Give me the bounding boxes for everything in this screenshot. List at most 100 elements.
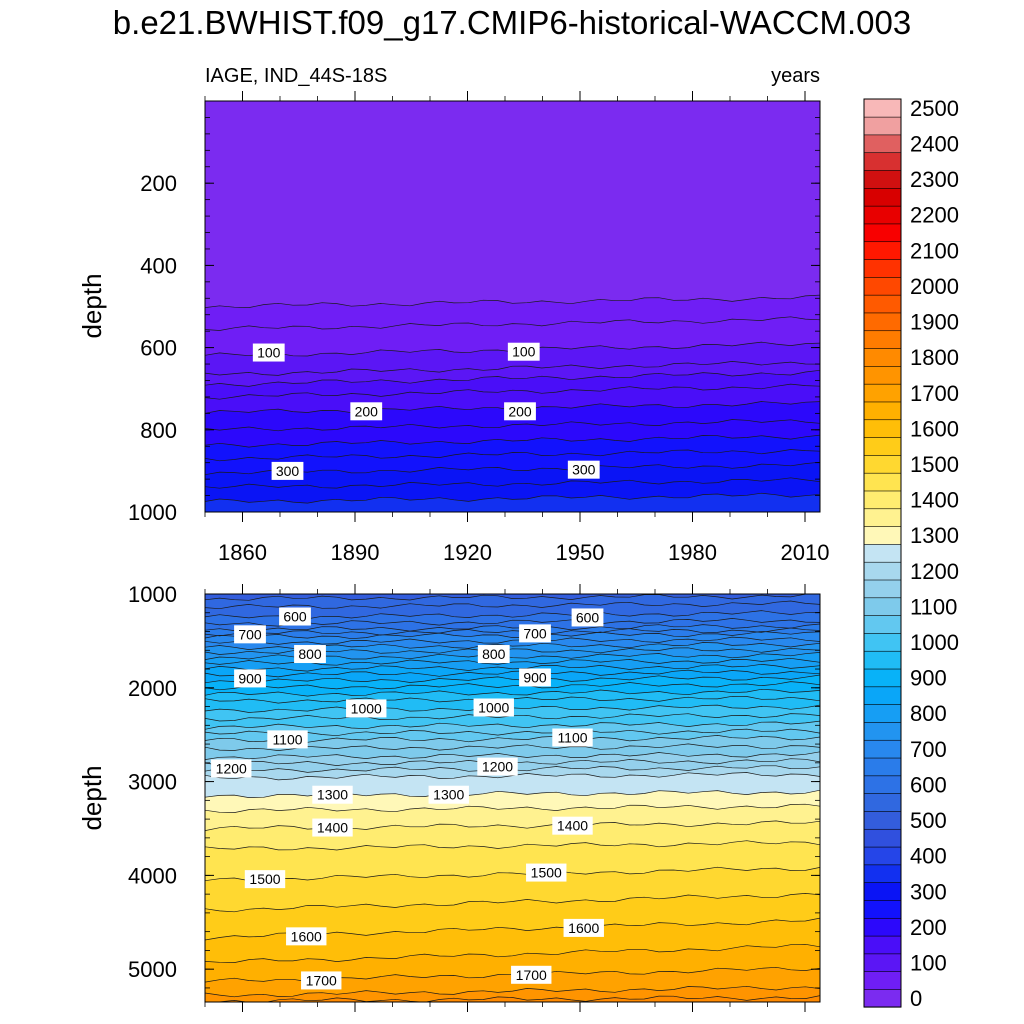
colorbar-swatch [863, 686, 902, 705]
colorbar-swatch [863, 828, 902, 848]
lower-contour-line [205, 630, 820, 640]
contour-label-box [477, 757, 518, 776]
contour-label-text: 300 [572, 462, 596, 478]
lower-contour-label: 1100 [267, 730, 308, 749]
colorbar-swatch [863, 330, 902, 349]
chart-title: b.e21.BWHIST.f09_g17.CMIP6-historical-WA… [112, 4, 912, 41]
x-tick-label: 1980 [668, 540, 717, 565]
contour-label-text: 1300 [317, 787, 348, 803]
colorbar-swatch [863, 365, 902, 385]
colorbar-swatch [863, 187, 902, 207]
contour-label-text: 900 [523, 669, 547, 685]
upper-plot-frame [204, 100, 821, 513]
colorbar-swatch [863, 383, 902, 403]
upper-contour-line [205, 449, 820, 462]
contour-label-text: 1400 [557, 818, 588, 834]
contour-label-text: 1000 [351, 700, 382, 716]
contour-label-box [519, 668, 551, 687]
colorbar-swatch [863, 935, 902, 955]
colorbar-swatch [863, 134, 902, 154]
colorbar-swatch [863, 223, 902, 243]
colorbar-swatch [863, 793, 902, 812]
lower-contour-label: 1000 [346, 699, 387, 718]
lower-contour-label: 1500 [526, 863, 567, 882]
lower-contour-label: 800 [477, 645, 510, 664]
colorbar-label: 1100 [910, 594, 957, 619]
colorbar-swatch [863, 472, 902, 492]
upper-y-axis-label: depth [77, 273, 107, 338]
contour-label-text: 1200 [216, 760, 247, 776]
upper-contour-line [205, 369, 820, 387]
x-tick-label: 1860 [218, 540, 267, 565]
y-tick-label: 1000 [128, 582, 177, 607]
contour-label-text: 1600 [568, 920, 599, 936]
colorbar-swatch [863, 846, 902, 866]
contour-label-text: 1700 [516, 967, 547, 983]
colorbar-frame [863, 98, 902, 1008]
contour-label-text: 600 [283, 609, 307, 625]
contour-label-box [519, 624, 551, 643]
colorbar-swatch [863, 615, 902, 634]
y-tick-label: 2000 [128, 676, 177, 701]
contour-label-box [511, 965, 552, 984]
contour-label-box [504, 402, 536, 421]
contour-label-text: 1100 [557, 730, 587, 746]
colorbar-swatch [863, 632, 902, 652]
colorbar-label: 800 [910, 701, 947, 726]
lower-contour-line [213, 995, 820, 1002]
lower-contour-label: 600 [571, 608, 604, 627]
lower-contour-label: 1400 [552, 816, 593, 835]
colorbar-swatch [863, 490, 902, 510]
upper-contour-label: 200 [350, 402, 383, 421]
colorbar-swatch [863, 704, 902, 723]
colorbar-label: 300 [910, 879, 947, 904]
lower-axes: 1000 2000 3000 4000 5000 [128, 582, 820, 1012]
lower-contour-line [205, 893, 820, 913]
contour-label-box [271, 461, 304, 480]
upper-contour-lines [205, 294, 820, 504]
colorbar-label: 100 [910, 950, 947, 975]
colorbar-swatch [863, 116, 902, 136]
panel-upper: 100 100 200 200 300 300 200 400 600 800 1000 1860 1… [77, 65, 829, 565]
lower-contour-label: 1300 [312, 785, 353, 804]
colorbar-swatch [863, 241, 902, 260]
contour-label-text: 1500 [249, 871, 280, 887]
colorbar-swatch [863, 276, 902, 296]
upper-contour-labels: 100 100 200 200 300 300 [252, 342, 600, 480]
lower-contour-line [205, 840, 820, 851]
upper-contour-line [205, 361, 820, 376]
colorbar-swatch [863, 401, 902, 421]
contour-label-text: 700 [238, 626, 262, 642]
contour-label-text: 200 [355, 403, 379, 419]
colorbar-label: 1000 [910, 630, 959, 655]
lower-contour-label: 1100 [552, 728, 593, 747]
colorbar-swatch [863, 899, 902, 919]
lower-contour-labels: 600 600 700 700 800 800 900 900 1000 1000 1100 1100… [211, 607, 604, 990]
lower-contour-line [205, 636, 820, 645]
colorbar-label: 1500 [910, 452, 959, 477]
colorbar-swatch [863, 953, 902, 972]
y-tick-label: 800 [140, 418, 177, 443]
contour-label-box [286, 927, 327, 946]
colorbar: 0 100 200 300 400 500 600 700 800 900 1000 1100 1200… [863, 96, 959, 1011]
colorbar-swatch [863, 312, 902, 332]
lower-filled-contours [205, 594, 820, 1002]
contour-label-box [552, 816, 593, 835]
lower-contour-label: 600 [279, 607, 311, 626]
contour-label-text: 700 [523, 625, 547, 641]
lower-contour-lines [205, 594, 820, 1002]
colorbar-swatch [863, 98, 902, 118]
lower-contour-label: 1200 [477, 757, 518, 776]
colorbar-label: 500 [910, 808, 947, 833]
colorbar-swatch [863, 971, 902, 990]
colorbar-label: 1900 [910, 310, 959, 335]
colorbar-swatch [863, 597, 902, 616]
contour-label-box [234, 669, 266, 688]
lower-contour-label: 900 [519, 668, 551, 687]
lower-y-axis-label: depth [77, 765, 107, 830]
lower-contour-line [205, 751, 820, 760]
contour-label-box [552, 728, 593, 747]
contour-label-box [477, 645, 510, 664]
contour-label-box [346, 699, 387, 718]
colorbar-swatch [863, 739, 902, 759]
